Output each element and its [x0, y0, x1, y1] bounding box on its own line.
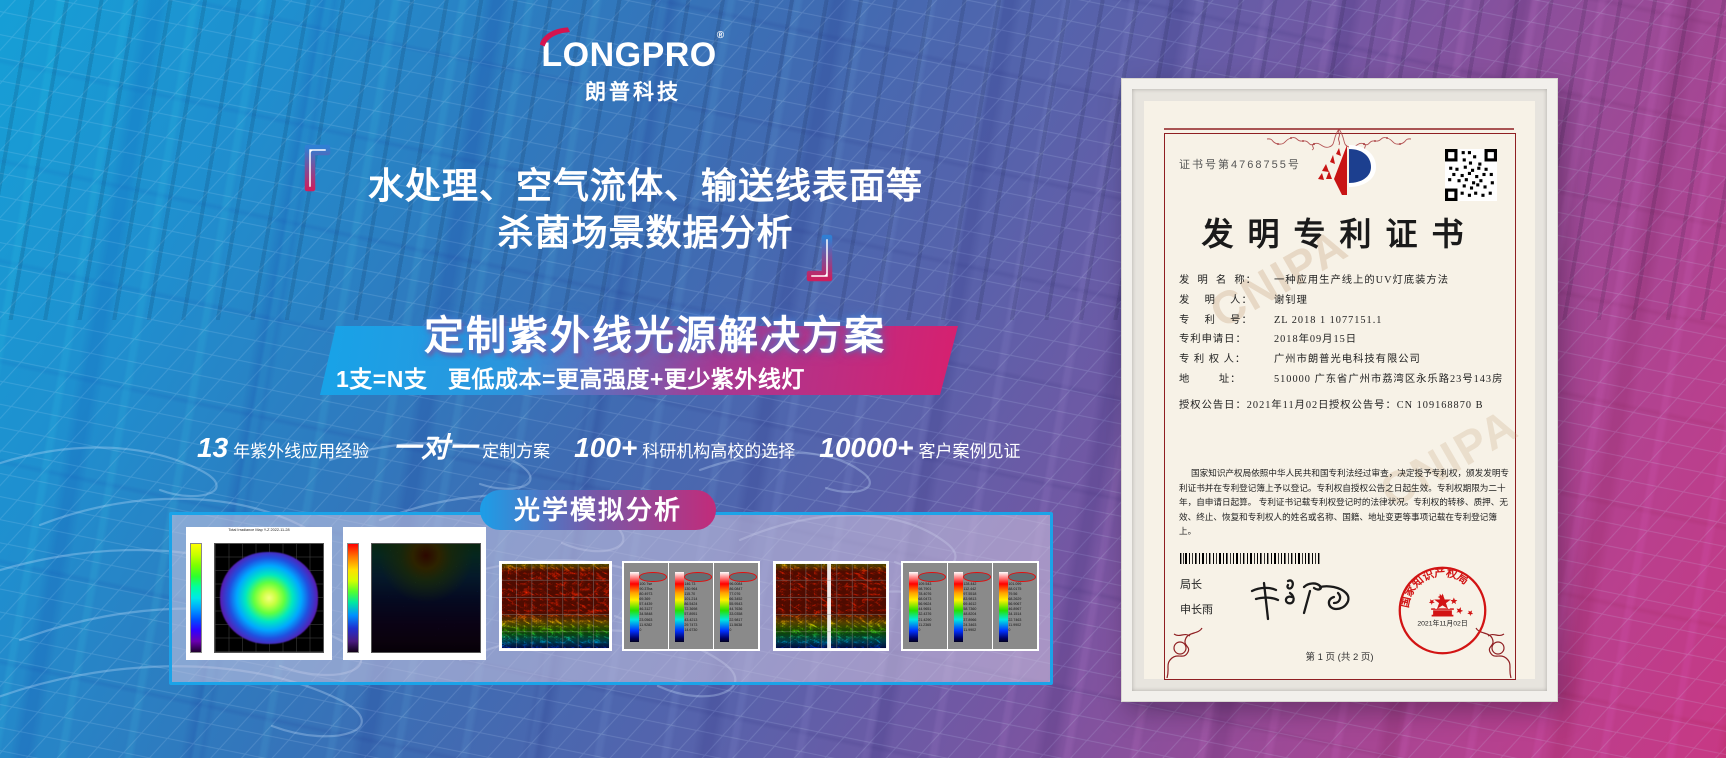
- svg-text:2021年11月02日: 2021年11月02日: [1417, 619, 1467, 628]
